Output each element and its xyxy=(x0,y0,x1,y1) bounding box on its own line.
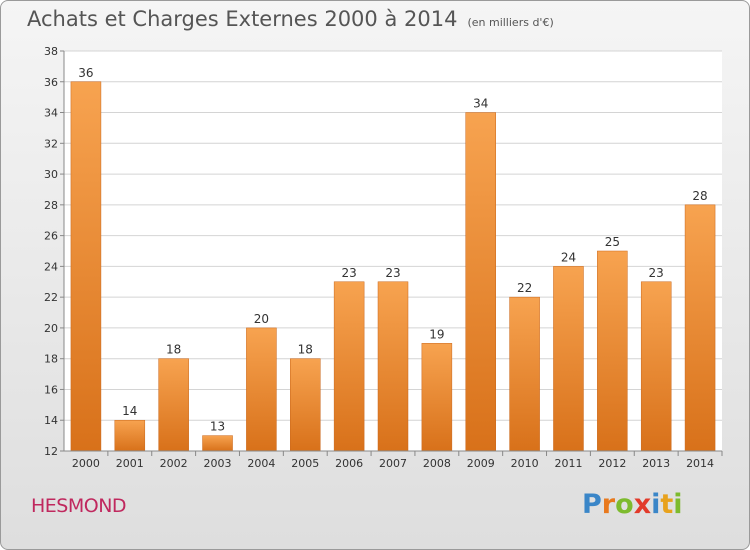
bar-2001 xyxy=(114,419,146,452)
logo-letter: i xyxy=(651,489,661,520)
y-tick-label: 30 xyxy=(44,168,58,181)
data-label: 23 xyxy=(341,266,356,280)
logo-letter: i xyxy=(673,489,683,520)
y-axis: 12 14 16 18 20 22 24 26 28 30 32 34 36 38 xyxy=(44,45,65,458)
bar-2008 xyxy=(421,343,453,452)
bar-2011 xyxy=(553,266,584,452)
x-tick-label: 2014 xyxy=(686,457,714,470)
data-label: 14 xyxy=(122,404,137,418)
x-tick-label: 2006 xyxy=(335,457,363,470)
data-label: 34 xyxy=(473,97,488,111)
data-label: 23 xyxy=(649,266,664,280)
logo-letter: x xyxy=(633,489,652,520)
x-tick-label: 2013 xyxy=(642,457,670,470)
bar-2012 xyxy=(597,250,628,452)
y-tick-label: 28 xyxy=(44,199,58,212)
y-tick-label: 18 xyxy=(44,353,58,366)
chart-subtitle: (en milliers d'€) xyxy=(467,16,554,29)
logo-letter: r xyxy=(601,489,616,520)
data-label: 18 xyxy=(298,343,313,357)
proxiti-logo[interactable]: Proxiti xyxy=(582,489,683,520)
y-tick-label: 22 xyxy=(44,291,58,304)
x-tick-label: 2000 xyxy=(72,457,100,470)
y-tick-label: 16 xyxy=(44,383,58,396)
x-tick-label: 2005 xyxy=(291,457,319,470)
data-label: 28 xyxy=(692,189,707,203)
bars: 36 14 18 13 20 18 23 23 19 34 22 24 25 23 28 xyxy=(70,66,716,452)
x-tick-label: 2001 xyxy=(116,457,144,470)
bar-2003 xyxy=(202,435,233,452)
x-tick-label: 2003 xyxy=(204,457,232,470)
logo-letter: t xyxy=(660,489,674,520)
bar-2014 xyxy=(684,204,716,452)
bar-2005 xyxy=(290,358,321,452)
y-tick-label: 36 xyxy=(44,76,58,89)
data-label: 24 xyxy=(561,250,576,264)
data-label: 19 xyxy=(429,327,444,341)
logo-letter: o xyxy=(615,489,634,520)
x-tick-label: 2007 xyxy=(379,457,407,470)
y-tick-label: 38 xyxy=(44,45,58,58)
bar-2004 xyxy=(246,327,277,452)
bar-2000 xyxy=(70,81,102,452)
data-label: 18 xyxy=(166,343,181,357)
y-tick-label: 34 xyxy=(44,107,58,120)
x-tick-label: 2004 xyxy=(247,457,275,470)
x-tick-label: 2008 xyxy=(423,457,451,470)
x-tick-label: 2012 xyxy=(598,457,626,470)
data-label: 23 xyxy=(385,266,400,280)
commune-name: HESMOND xyxy=(31,495,127,517)
bar-2009 xyxy=(465,112,496,452)
x-axis: 2000 2001 2002 2003 2004 2005 2006 2007 2008 2009… xyxy=(64,450,723,470)
y-tick-label: 12 xyxy=(44,445,58,458)
x-tick-label: 2011 xyxy=(554,457,582,470)
bar-2007 xyxy=(377,281,409,452)
y-tick-label: 24 xyxy=(44,260,58,273)
bar-2006 xyxy=(333,281,365,452)
data-label: 13 xyxy=(210,420,225,434)
y-tick-label: 14 xyxy=(44,414,58,427)
bar-2013 xyxy=(640,281,672,452)
x-tick-label: 2002 xyxy=(160,457,188,470)
chart-title-text: Achats et Charges Externes 2000 à 2014 xyxy=(27,7,458,31)
data-label: 36 xyxy=(78,66,93,80)
data-label: 25 xyxy=(605,235,620,249)
chart-title: Achats et Charges Externes 2000 à 2014 (e… xyxy=(27,7,554,31)
logo-letter: P xyxy=(582,489,602,520)
data-label: 22 xyxy=(517,281,532,295)
y-tick-label: 32 xyxy=(44,137,58,150)
data-label: 20 xyxy=(254,312,269,326)
bar-2010 xyxy=(509,296,540,452)
y-tick-label: 26 xyxy=(44,230,58,243)
y-tick-label: 20 xyxy=(44,322,58,335)
x-tick-label: 2009 xyxy=(467,457,495,470)
bar-2002 xyxy=(158,358,189,452)
x-tick-label: 2010 xyxy=(511,457,539,470)
